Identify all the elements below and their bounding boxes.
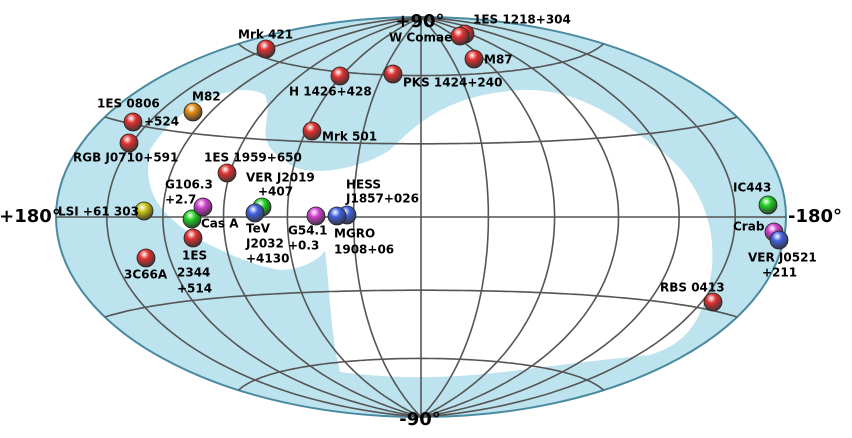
- source-label: PKS 1424+240: [403, 76, 502, 90]
- source-marker: [256, 39, 276, 59]
- source-marker: [123, 112, 143, 132]
- source-label: +2.7: [165, 193, 196, 207]
- visibility-gap: [148, 89, 713, 378]
- source-label: +211: [762, 266, 797, 280]
- source-marker: [183, 228, 203, 248]
- source-label: 1ES: [182, 249, 207, 263]
- source-label: LSI +61 303: [58, 205, 139, 219]
- source-marker: [134, 201, 154, 221]
- source-label: +4130: [246, 252, 289, 266]
- source-label: +407: [258, 185, 293, 199]
- source-label: Cas A: [201, 217, 239, 231]
- source-marker: [302, 121, 322, 141]
- source-label: VER J2019: [246, 171, 315, 185]
- source-marker: [464, 49, 484, 69]
- source-label: +524: [144, 115, 179, 129]
- source-label: IC443: [733, 181, 771, 195]
- parallel: [237, 43, 605, 77]
- source-label: HESS: [346, 178, 381, 192]
- parallel: [237, 357, 605, 391]
- source-marker: [183, 102, 203, 122]
- source-label: 1ES 0806: [97, 97, 160, 111]
- source-label: +514: [177, 282, 212, 296]
- source-marker: [119, 133, 139, 153]
- source-label: Mrk 501: [322, 130, 377, 144]
- source-label: Crab: [733, 220, 765, 234]
- source-label: 1ES 1218+304: [473, 13, 571, 27]
- source-marker: [245, 203, 265, 223]
- source-marker: [383, 64, 403, 84]
- source-marker: [306, 206, 326, 226]
- source-label: G106.3: [165, 178, 213, 192]
- source-marker: [136, 248, 156, 268]
- source-label: RBS 0413: [660, 281, 725, 295]
- source-marker: [182, 209, 202, 229]
- source-marker: [769, 230, 789, 250]
- source-label: RGB J0710+591: [73, 151, 178, 165]
- source-label: Mrk 421: [238, 28, 293, 42]
- axis-label: +90°: [395, 11, 444, 32]
- source-label: W Comae: [389, 31, 452, 45]
- parallel: [104, 116, 738, 145]
- source-label: J2032: [245, 237, 284, 251]
- axis-label: -90°: [399, 409, 441, 430]
- source-label: H 1426+428: [289, 85, 372, 99]
- source-marker: [217, 163, 237, 183]
- source-marker: [450, 26, 470, 46]
- source-marker: [193, 197, 213, 217]
- source-marker: [703, 292, 723, 312]
- source-label: M87: [484, 53, 513, 67]
- axis-label: +180°: [0, 206, 61, 227]
- source-marker: [330, 66, 350, 86]
- source-label: VER J0521: [748, 251, 817, 265]
- source-label: TeV: [246, 222, 271, 236]
- source-label: M82: [192, 90, 221, 104]
- source-label: MGRO: [334, 227, 375, 241]
- source-marker: [327, 206, 347, 226]
- source-label: G54.1: [288, 224, 327, 238]
- source-label: 1ES 1959+650: [204, 151, 302, 165]
- parallel: [104, 289, 738, 318]
- source-label: 1908+06: [334, 243, 394, 257]
- axis-label: -180°: [788, 206, 842, 227]
- source-label: J1857+026: [345, 192, 419, 206]
- source-label: 3C66A: [124, 268, 168, 282]
- source-marker: [758, 195, 778, 215]
- source-label: 2344: [177, 266, 210, 280]
- source-label: +0.3: [288, 239, 319, 253]
